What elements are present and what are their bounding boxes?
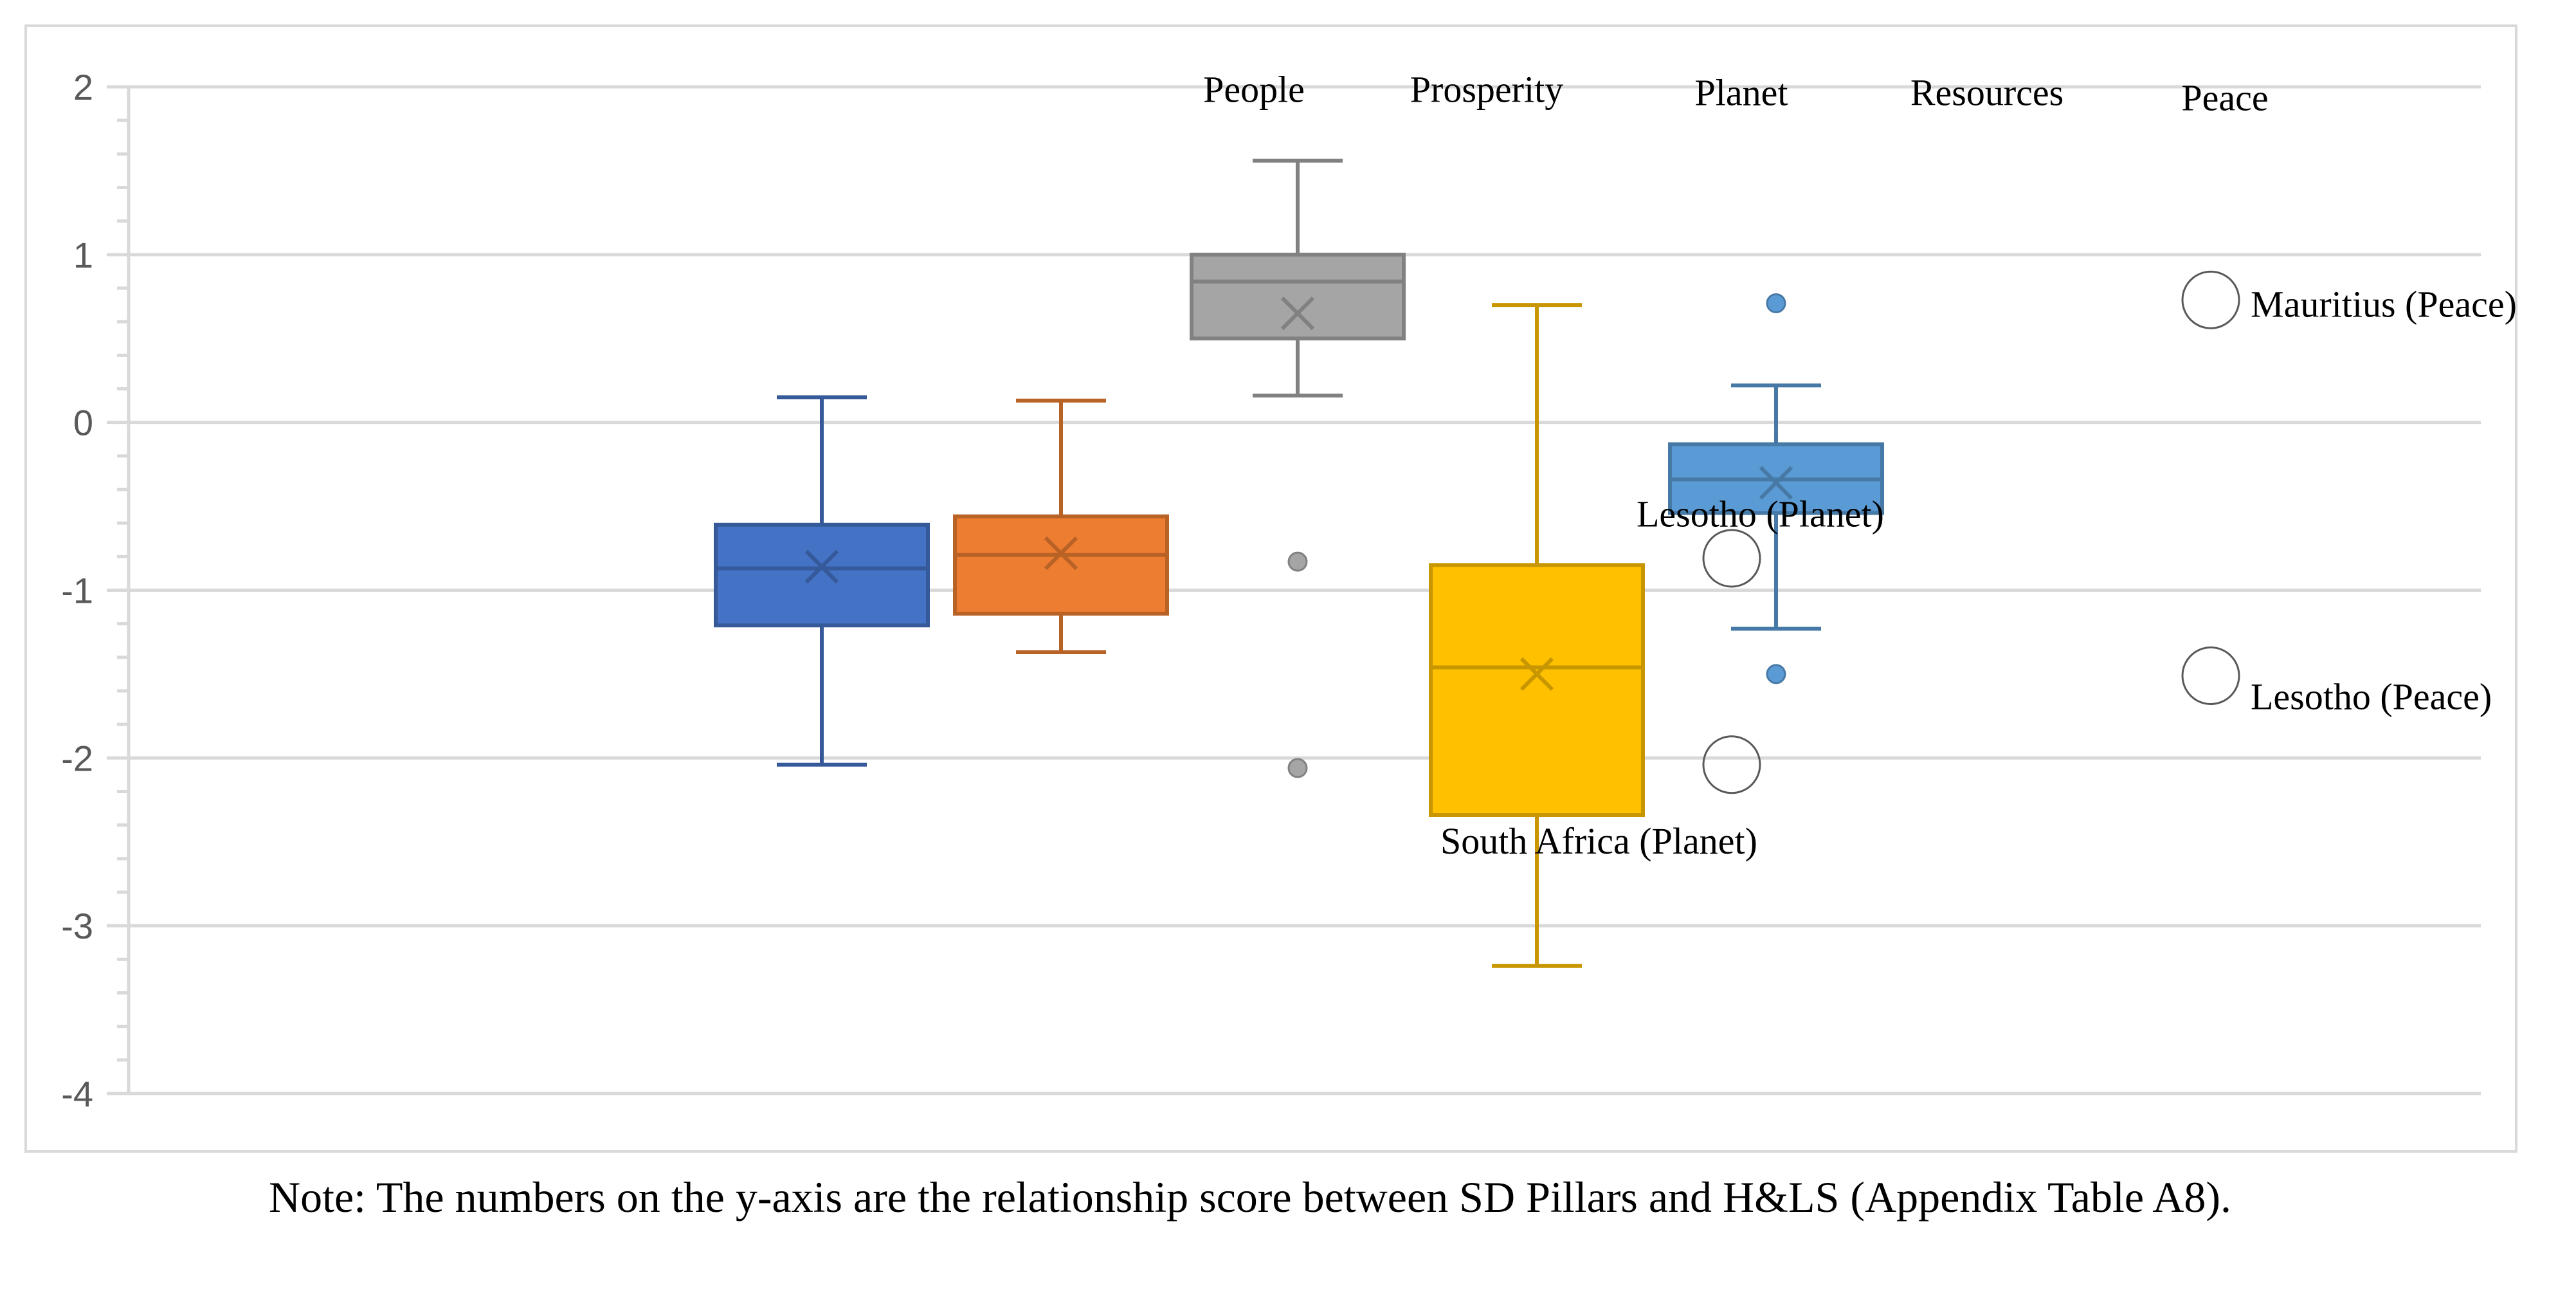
outlier-point: [1766, 293, 1786, 313]
mean-marker: [1519, 657, 1554, 691]
outlier-point: [1287, 758, 1308, 778]
category-label: Peace: [2181, 77, 2268, 119]
y-tick-label: 1: [73, 235, 93, 275]
y-tick-label: -3: [61, 906, 93, 946]
annotation-label: South Africa (Planet): [1440, 820, 1757, 862]
box-iqr: [714, 522, 930, 628]
annotation-marker: [1702, 529, 1761, 588]
category-label: Resources: [1910, 72, 2064, 114]
gridlines: [129, 85, 2481, 1095]
y-tick-label: -1: [61, 571, 93, 611]
category-label: Planet: [1695, 72, 1788, 114]
annotation-label: Lesotho (Peace): [2251, 676, 2492, 718]
box-planet: [1190, 158, 1406, 778]
box-peace: [1668, 293, 1884, 684]
mean-marker: [1280, 297, 1315, 331]
category-labels: People Prosperity Planet Resources Peace: [1203, 68, 2269, 118]
box-iqr: [953, 514, 1169, 616]
y-tick-label: -4: [61, 1074, 93, 1114]
box-iqr: [1190, 252, 1406, 341]
mean-marker: [1044, 536, 1078, 571]
y-tick-label: 2: [73, 67, 93, 107]
box-prosperity: [953, 398, 1169, 655]
y-tick-label: -2: [61, 738, 93, 778]
box-people: [714, 395, 930, 767]
box-resources: [1429, 303, 1645, 968]
annotation-label: Mauritius (Peace): [2251, 283, 2517, 325]
box-iqr: [1429, 563, 1645, 818]
category-label: Prosperity: [1410, 68, 1563, 110]
y-tick-label: 0: [73, 403, 93, 443]
category-label: People: [1203, 68, 1305, 110]
mean-marker: [804, 549, 839, 584]
annotation-marker: [2181, 646, 2240, 706]
annotations: Mauritius (Peace) Lesotho (Peace) Lesotho …: [1440, 270, 2517, 862]
annotation-marker: [1702, 735, 1761, 794]
mean-marker: [1759, 466, 1793, 500]
annotation-marker: [2181, 270, 2240, 329]
annotation-label: Lesotho (Planet): [1637, 493, 1884, 535]
outlier-point: [1766, 664, 1786, 684]
outlier-point: [1287, 551, 1308, 572]
y-axis: 2 1 0 -1 -2 -3 -4: [61, 67, 131, 1114]
box-series: [714, 158, 1884, 968]
chart-note: Note: The numbers on the y-axis are the …: [269, 1173, 2232, 1222]
